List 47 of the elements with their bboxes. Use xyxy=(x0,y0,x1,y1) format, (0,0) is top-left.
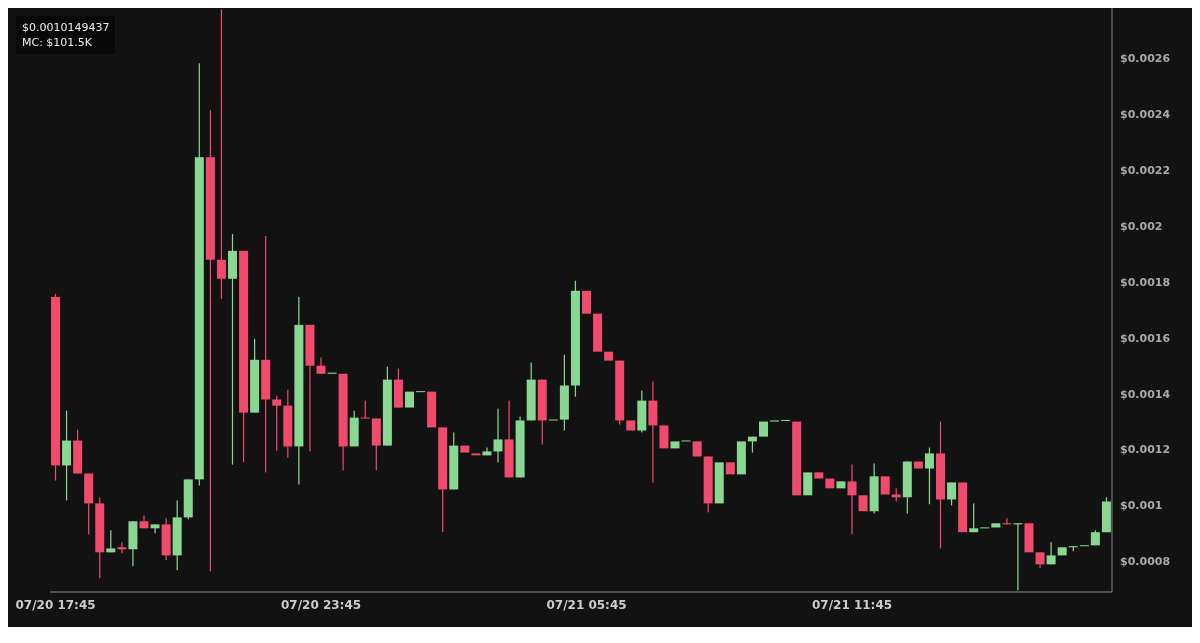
candlestick xyxy=(460,445,470,453)
candlestick xyxy=(670,441,680,449)
y-tick-label: $0.0018 xyxy=(1120,275,1171,289)
candlestick xyxy=(847,464,857,535)
candlestick xyxy=(150,524,160,534)
candlestick xyxy=(991,523,1001,528)
y-tick-label: $0.0008 xyxy=(1120,555,1171,569)
candlestick xyxy=(858,495,868,512)
candlestick xyxy=(825,478,835,489)
candlestick xyxy=(604,351,614,361)
y-tick-label: $0.0016 xyxy=(1120,331,1171,345)
candlestick xyxy=(725,462,735,475)
y-tick-label: $0.0014 xyxy=(1120,387,1171,401)
candlestick xyxy=(958,482,968,533)
candlestick xyxy=(714,462,724,504)
candlestick xyxy=(405,391,414,408)
candlestick xyxy=(582,290,591,314)
x-tick-label: 07/20 23:45 xyxy=(280,597,362,612)
candlestick xyxy=(803,472,813,496)
candlestick xyxy=(814,472,824,479)
annotation: $0.0010149437 xyxy=(22,20,110,35)
candlestick xyxy=(626,420,636,431)
x-tick-label: 07/20 17:45 xyxy=(15,597,96,612)
candlestick xyxy=(1057,547,1067,556)
candlestick xyxy=(692,441,702,457)
candlestick xyxy=(792,421,802,496)
y-tick-label: $0.0022 xyxy=(1120,163,1171,177)
y-tick-label: $0.0024 xyxy=(1120,108,1171,122)
x-tick-label: 07/21 05:45 xyxy=(546,597,627,612)
candlestick xyxy=(1013,523,1023,591)
candlestick xyxy=(305,324,315,452)
y-tick-label: $0.001 xyxy=(1120,499,1163,513)
annotation: MC: $101.5K xyxy=(22,35,94,50)
candlestick xyxy=(1024,523,1034,553)
candlestick xyxy=(659,425,669,449)
candlestick xyxy=(593,313,603,352)
y-tick-label: $0.0012 xyxy=(1120,443,1171,457)
y-tick-label: $0.0026 xyxy=(1120,52,1171,66)
x-tick-label: 07/21 11:45 xyxy=(811,597,893,612)
candlestick xyxy=(471,453,481,456)
candlestick xyxy=(493,408,503,463)
y-tick-label: $0.002 xyxy=(1120,219,1163,233)
candlestick xyxy=(759,421,768,437)
candlestick xyxy=(836,481,846,489)
candlestick xyxy=(427,391,437,428)
candlestick xyxy=(736,441,746,475)
candlestick xyxy=(880,476,890,495)
